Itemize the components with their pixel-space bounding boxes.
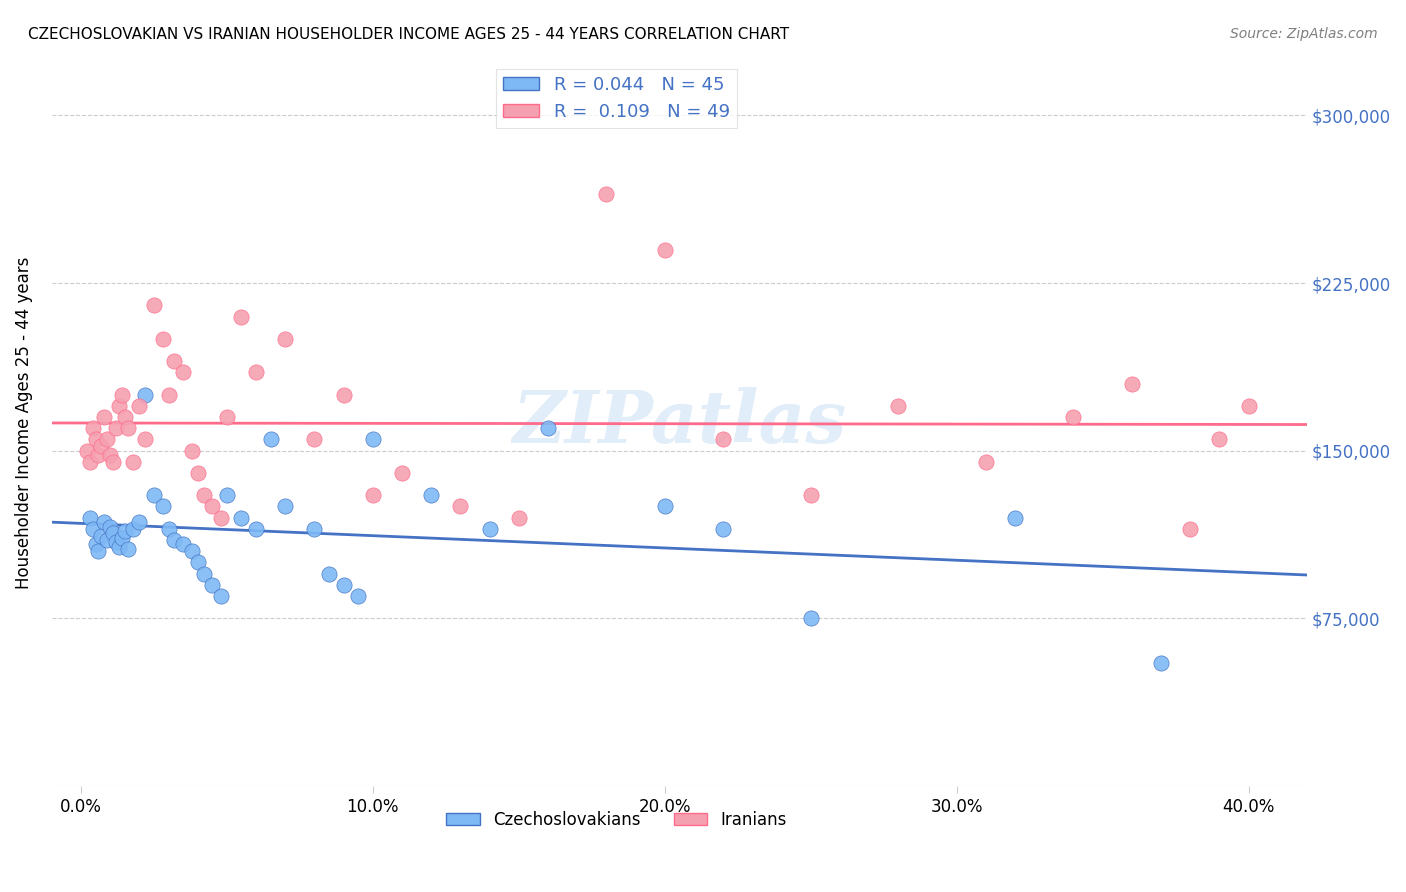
Point bbox=[231, 510, 253, 524]
Point bbox=[887, 399, 910, 413]
Point bbox=[711, 433, 734, 447]
Point bbox=[274, 332, 297, 346]
Point bbox=[209, 510, 232, 524]
Point bbox=[711, 522, 734, 536]
Point bbox=[87, 448, 110, 462]
Point bbox=[98, 519, 121, 533]
Point bbox=[274, 500, 297, 514]
Point bbox=[157, 522, 180, 536]
Point bbox=[134, 388, 156, 402]
Point bbox=[104, 421, 127, 435]
Point bbox=[508, 510, 530, 524]
Point bbox=[449, 500, 471, 514]
Point bbox=[361, 433, 384, 447]
Point bbox=[215, 410, 238, 425]
Point bbox=[82, 421, 104, 435]
Point bbox=[347, 589, 370, 603]
Point bbox=[1178, 522, 1201, 536]
Point bbox=[117, 421, 139, 435]
Point bbox=[79, 455, 101, 469]
Point bbox=[332, 388, 354, 402]
Point bbox=[76, 443, 98, 458]
Point bbox=[101, 455, 124, 469]
Point bbox=[84, 433, 107, 447]
Point bbox=[104, 535, 127, 549]
Point bbox=[974, 455, 997, 469]
Point bbox=[134, 433, 156, 447]
Point bbox=[122, 522, 145, 536]
Point bbox=[152, 332, 174, 346]
Point bbox=[152, 500, 174, 514]
Point bbox=[361, 488, 384, 502]
Point bbox=[172, 366, 194, 380]
Point bbox=[128, 515, 150, 529]
Point bbox=[163, 533, 186, 547]
Point bbox=[142, 298, 165, 312]
Point bbox=[304, 433, 326, 447]
Point bbox=[654, 500, 676, 514]
Point bbox=[193, 566, 215, 581]
Point bbox=[111, 388, 134, 402]
Point bbox=[101, 526, 124, 541]
Point bbox=[87, 544, 110, 558]
Point bbox=[193, 488, 215, 502]
Point bbox=[391, 466, 413, 480]
Point bbox=[122, 455, 145, 469]
Point bbox=[209, 589, 232, 603]
Point bbox=[114, 410, 136, 425]
Point bbox=[187, 466, 209, 480]
Point bbox=[172, 537, 194, 551]
Point bbox=[215, 488, 238, 502]
Text: CZECHOSLOVAKIAN VS IRANIAN HOUSEHOLDER INCOME AGES 25 - 44 YEARS CORRELATION CHA: CZECHOSLOVAKIAN VS IRANIAN HOUSEHOLDER I… bbox=[28, 27, 789, 42]
Point bbox=[180, 443, 202, 458]
Point bbox=[114, 524, 136, 538]
Point bbox=[79, 510, 101, 524]
Point bbox=[260, 433, 283, 447]
Point bbox=[478, 522, 501, 536]
Point bbox=[180, 544, 202, 558]
Point bbox=[1208, 433, 1230, 447]
Point bbox=[1150, 656, 1173, 670]
Point bbox=[93, 410, 115, 425]
Point bbox=[537, 421, 560, 435]
Point bbox=[1237, 399, 1260, 413]
Point bbox=[163, 354, 186, 368]
Point bbox=[245, 366, 267, 380]
Point bbox=[201, 577, 224, 591]
Point bbox=[800, 611, 823, 625]
Point bbox=[82, 522, 104, 536]
Point bbox=[304, 522, 326, 536]
Point bbox=[318, 566, 340, 581]
Point bbox=[245, 522, 267, 536]
Point bbox=[595, 186, 617, 201]
Point bbox=[420, 488, 443, 502]
Point bbox=[111, 531, 134, 545]
Point bbox=[90, 528, 112, 542]
Point bbox=[201, 500, 224, 514]
Y-axis label: Householder Income Ages 25 - 44 years: Householder Income Ages 25 - 44 years bbox=[15, 257, 32, 589]
Point bbox=[117, 541, 139, 556]
Point bbox=[96, 533, 118, 547]
Point bbox=[332, 577, 354, 591]
Point bbox=[93, 515, 115, 529]
Point bbox=[90, 439, 112, 453]
Point bbox=[1062, 410, 1084, 425]
Point bbox=[108, 540, 131, 554]
Point bbox=[187, 555, 209, 569]
Point bbox=[108, 399, 131, 413]
Point bbox=[84, 537, 107, 551]
Point bbox=[157, 388, 180, 402]
Point bbox=[96, 433, 118, 447]
Point bbox=[1004, 510, 1026, 524]
Point bbox=[1121, 376, 1143, 391]
Point bbox=[98, 448, 121, 462]
Text: Source: ZipAtlas.com: Source: ZipAtlas.com bbox=[1230, 27, 1378, 41]
Point bbox=[654, 243, 676, 257]
Point bbox=[800, 488, 823, 502]
Legend: Czechoslovakians, Iranians: Czechoslovakians, Iranians bbox=[440, 805, 793, 836]
Point bbox=[231, 310, 253, 324]
Point bbox=[142, 488, 165, 502]
Point bbox=[128, 399, 150, 413]
Text: ZIPatlas: ZIPatlas bbox=[512, 387, 846, 458]
